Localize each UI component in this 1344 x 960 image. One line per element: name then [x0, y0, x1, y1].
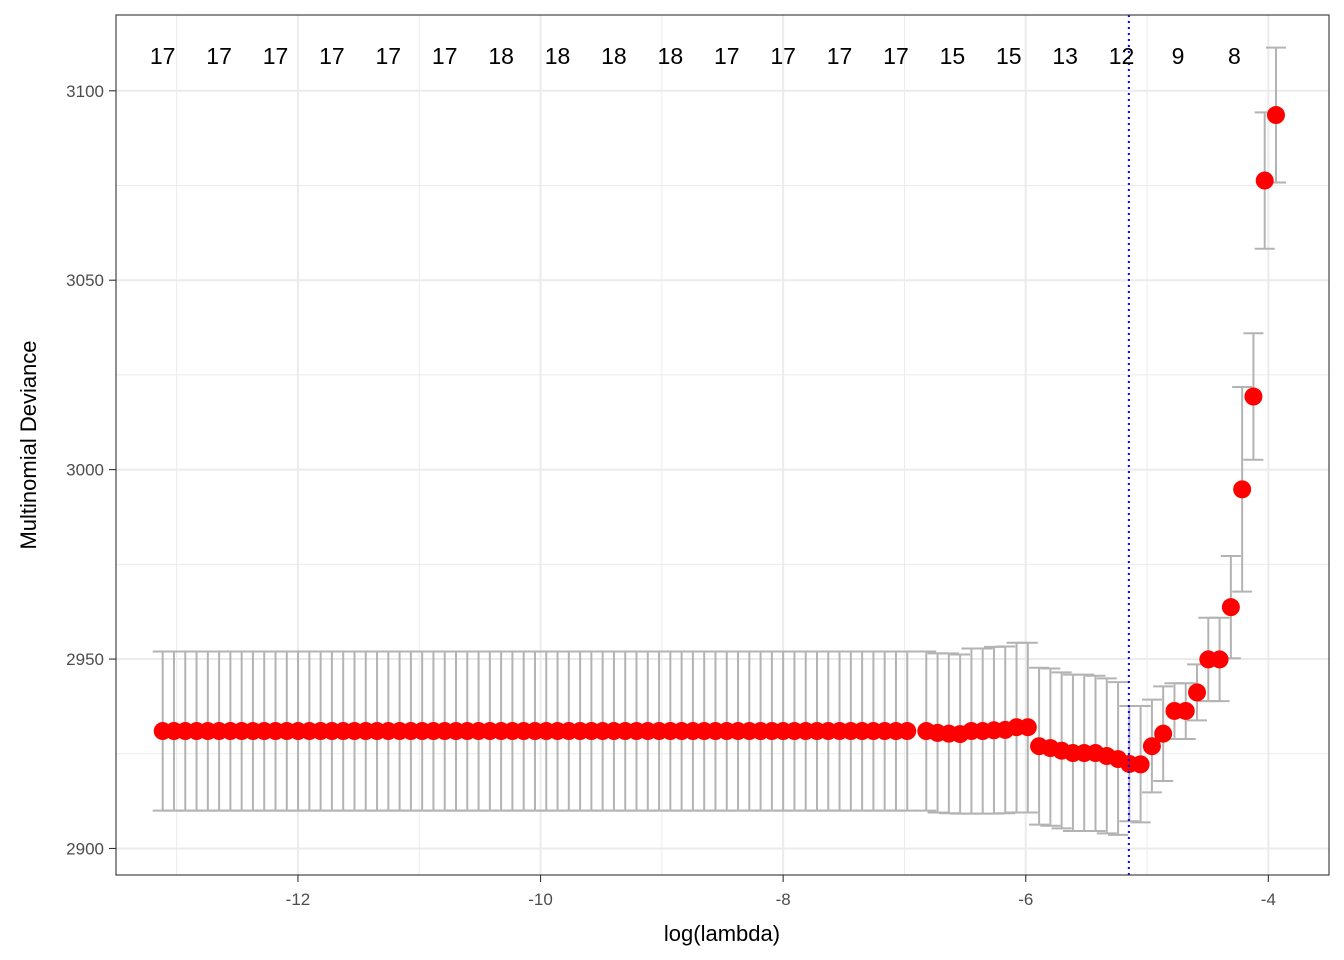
data-point	[1142, 737, 1161, 756]
x-tick-label: -4	[1261, 890, 1276, 909]
data-point	[1018, 718, 1037, 737]
y-tick-label: 2900	[66, 839, 104, 858]
nonzero-count-label: 17	[883, 43, 909, 69]
nonzero-count-label: 17	[206, 43, 232, 69]
data-point	[1233, 480, 1252, 499]
nonzero-count-label: 15	[996, 43, 1022, 69]
data-point	[1255, 171, 1274, 190]
nonzero-count-label: 17	[376, 43, 402, 69]
nonzero-count-label: 17	[263, 43, 289, 69]
y-tick-label: 3000	[66, 461, 104, 480]
data-point	[1221, 598, 1240, 617]
nonzero-count-label: 17	[150, 43, 176, 69]
x-axis-title: log(lambda)	[664, 921, 780, 946]
data-point	[1244, 387, 1263, 406]
data-points	[153, 106, 1285, 774]
x-tick-label: -12	[286, 890, 311, 909]
nonzero-coef-labels: 17 17 17 17 17 17 18 18 18 18 17 17 17 17 15 15 13 12 9 8	[150, 43, 1241, 69]
nonzero-count-label: 8	[1228, 43, 1241, 69]
nonzero-count-label: 17	[319, 43, 345, 69]
data-point	[1210, 650, 1229, 669]
x-axis-ticks: -12 -10 -8 -6 -4	[286, 875, 1276, 909]
nonzero-count-label: 17	[432, 43, 458, 69]
nonzero-count-label: 13	[1052, 43, 1078, 69]
y-axis-title: Multinomial Deviance	[16, 340, 41, 549]
y-tick-label: 3050	[66, 271, 104, 290]
x-tick-label: -8	[776, 890, 791, 909]
nonzero-count-label: 18	[658, 43, 684, 69]
nonzero-count-label: 17	[714, 43, 740, 69]
x-tick-label: -10	[528, 890, 553, 909]
panel-border	[115, 14, 1330, 876]
y-axis-ticks: 2900 2950 3000 3050 3100	[66, 82, 116, 858]
grid-minor	[116, 15, 1329, 875]
nonzero-count-label: 15	[940, 43, 966, 69]
nonzero-count-label: 17	[770, 43, 796, 69]
nonzero-count-label: 18	[545, 43, 571, 69]
y-tick-label: 3100	[66, 82, 104, 101]
data-point	[1154, 724, 1173, 743]
data-point	[1188, 683, 1207, 702]
x-tick-label: -6	[1018, 890, 1033, 909]
data-point	[1131, 755, 1150, 774]
data-point	[1266, 106, 1285, 125]
data-point	[1176, 701, 1195, 720]
nonzero-count-label: 18	[601, 43, 627, 69]
nonzero-count-label: 9	[1172, 43, 1185, 69]
nonzero-count-label: 17	[827, 43, 853, 69]
nonzero-count-label: 12	[1109, 43, 1135, 69]
y-tick-label: 2950	[66, 650, 104, 669]
nonzero-count-label: 18	[488, 43, 514, 69]
data-point	[898, 722, 917, 741]
